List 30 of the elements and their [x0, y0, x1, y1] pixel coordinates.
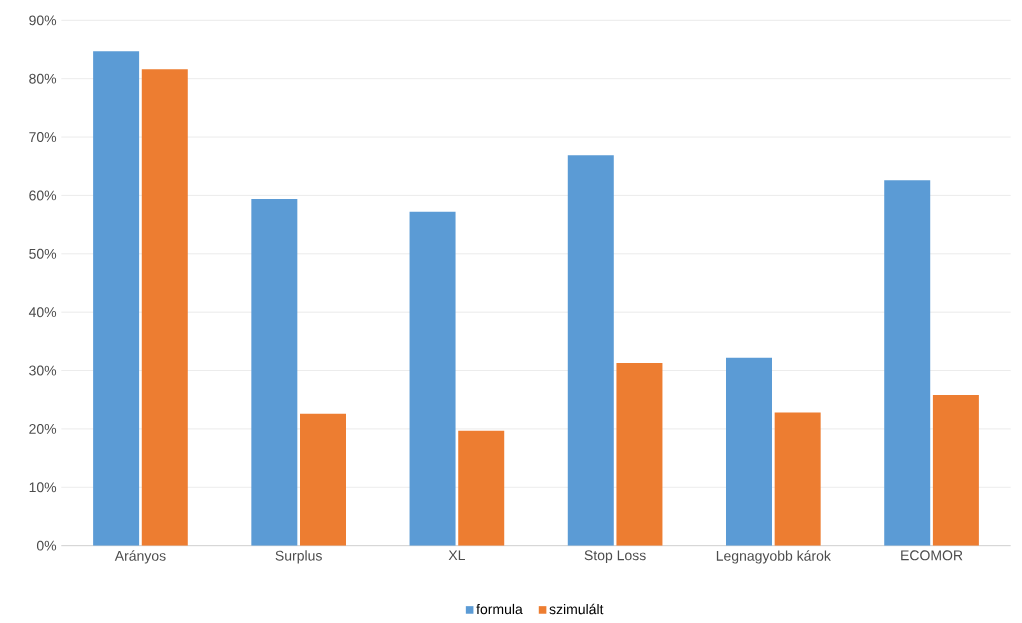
x-tick-label: ECOMOR [901, 550, 963, 561]
bar [884, 180, 931, 546]
y-tick-label: 50% [29, 248, 57, 259]
x-tick-label: Stop Loss [584, 550, 646, 564]
y-tick-label: 20% [29, 423, 57, 434]
legend-label: szimulált [549, 603, 604, 615]
y-tick-label: 40% [28, 307, 57, 318]
y-tick-label: 30% [29, 365, 57, 376]
x-tick-label: Legnagyobb károk [716, 550, 831, 564]
bar [726, 357, 772, 546]
x-tick-label: XL [448, 550, 465, 560]
y-tick-label: 60% [29, 190, 57, 201]
bar [251, 198, 298, 546]
legend-label: formula [476, 603, 523, 615]
y-tick-label: 90% [29, 15, 57, 26]
y-tick-label: 80% [29, 73, 57, 84]
y-tick-label: 70% [29, 132, 57, 143]
bar [409, 211, 456, 546]
x-tick-label: Surplus [275, 550, 322, 564]
y-tick-label: 0% [36, 540, 57, 551]
bar [932, 395, 979, 546]
y-tick-label: 10% [29, 482, 57, 493]
bar [616, 362, 663, 546]
x-tick-label: Arányos [114, 550, 166, 564]
bar [93, 51, 140, 546]
bar [458, 430, 505, 546]
bar [141, 69, 188, 546]
bar [774, 412, 821, 546]
bar [567, 155, 614, 546]
bar [300, 413, 346, 546]
